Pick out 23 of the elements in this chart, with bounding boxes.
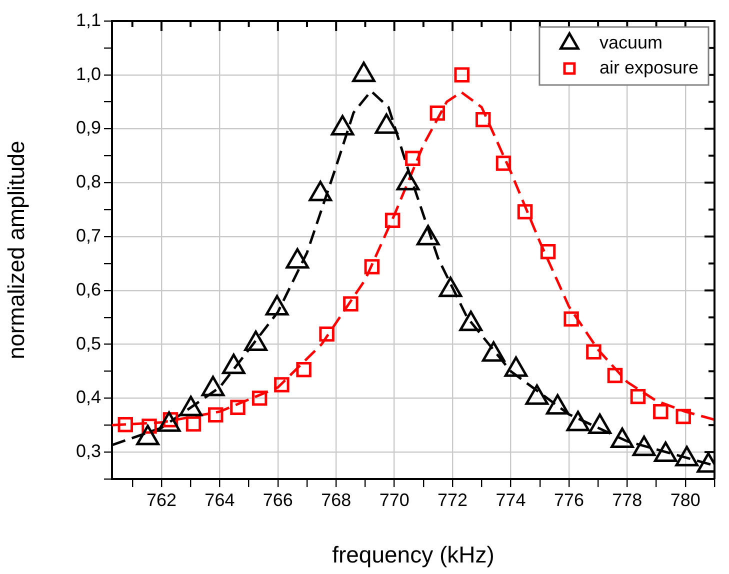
x-tick-label: 778 xyxy=(612,490,642,510)
x-tick-label: 762 xyxy=(146,490,177,510)
x-tick-label: 766 xyxy=(262,490,293,510)
y-tick-label: 0,4 xyxy=(76,387,101,408)
y-tick-label: 0,6 xyxy=(76,279,101,300)
y-axis-title: normalized amplitude xyxy=(3,140,30,360)
x-tick-label: 768 xyxy=(321,490,352,510)
x-tick-label: 770 xyxy=(379,490,410,510)
y-tick-label: 1,1 xyxy=(76,10,101,30)
y-tick-label: 1,0 xyxy=(76,64,101,84)
legend-label: air exposure xyxy=(599,57,699,78)
x-tick-label: 776 xyxy=(554,490,584,510)
legend-label: vacuum xyxy=(599,32,662,52)
x-tick-label: 780 xyxy=(670,490,700,510)
y-tick-label: 0,8 xyxy=(76,172,101,192)
y-tick-label: 0,9 xyxy=(76,118,101,138)
x-tick-label: 764 xyxy=(204,490,235,510)
x-axis-title: frequency (kHz) xyxy=(332,542,494,568)
x-tick-label: 772 xyxy=(438,490,468,510)
y-tick-label: 0,5 xyxy=(76,333,101,354)
x-tick-label: 774 xyxy=(496,490,526,510)
y-tick-label: 0,7 xyxy=(76,226,101,246)
y-tick-label: 0,3 xyxy=(76,441,101,462)
